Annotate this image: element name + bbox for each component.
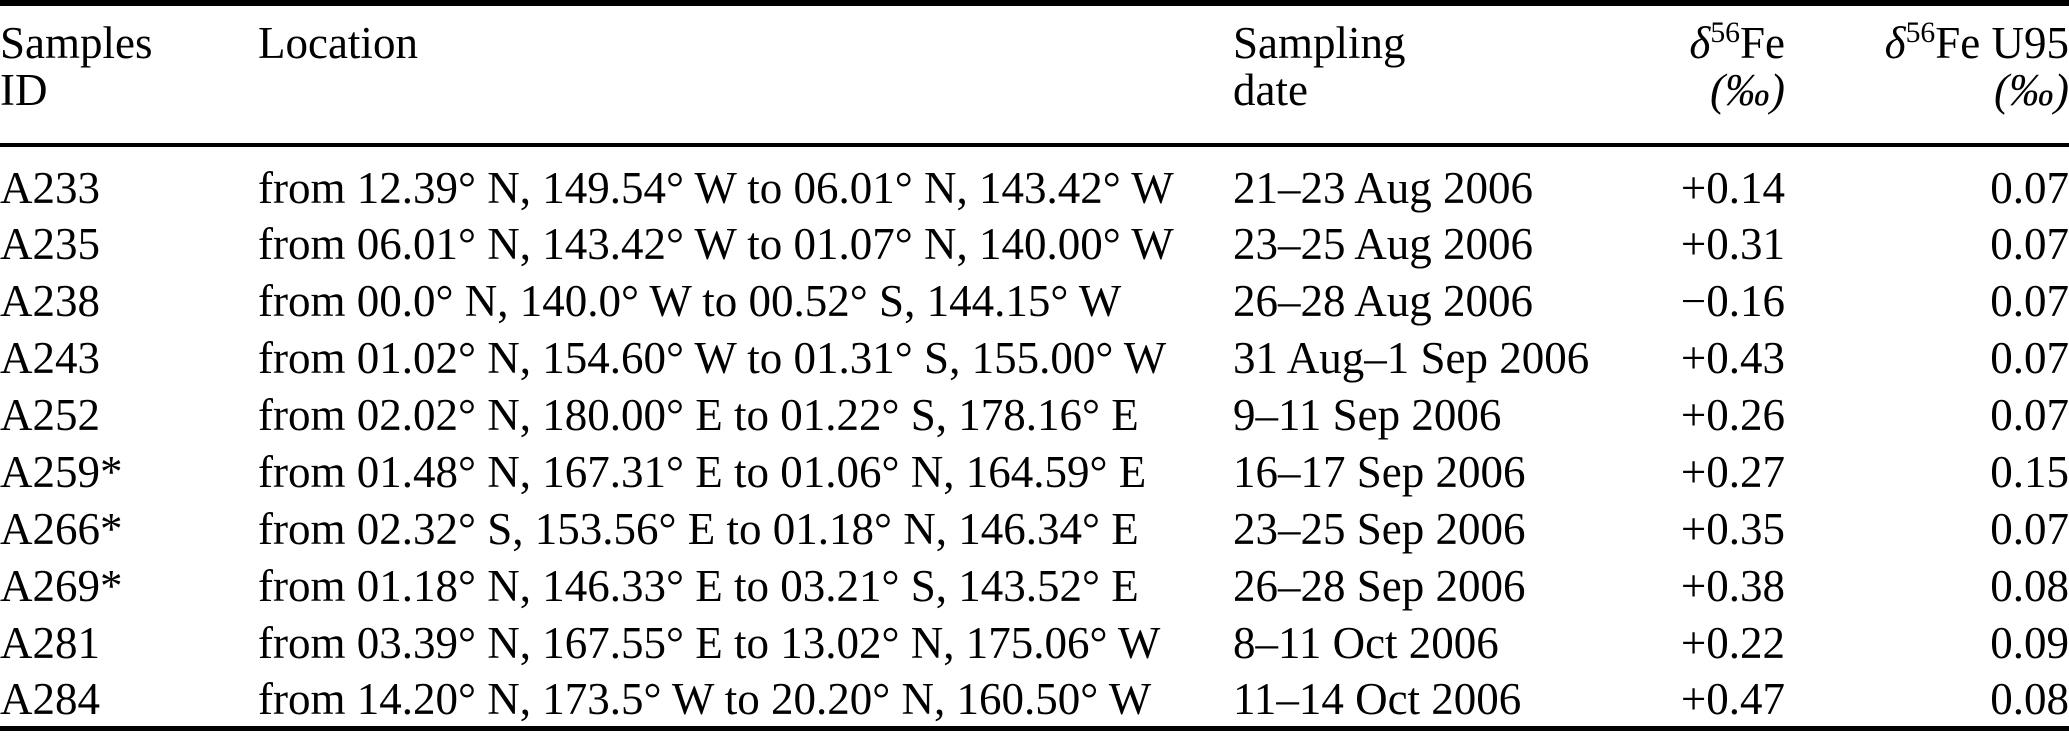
cell-location: from 00.0° N, 140.0° W to 00.52° S, 144.…: [258, 276, 1122, 326]
table-row: A238 from 00.0° N, 140.0° W to 00.52° S,…: [0, 273, 2069, 330]
cell-d56fe: +0.22: [1680, 618, 1785, 668]
table-header: Samples Location Sampling δ56Fe δ56Fe U9…: [0, 3, 2069, 145]
cell-u95: 0.07: [1990, 219, 2069, 269]
header-id: ID: [0, 65, 48, 116]
element-u95-label: Fe U95: [1935, 18, 2069, 68]
cell-location: from 01.48° N, 167.31° E to 01.06° N, 16…: [258, 447, 1147, 497]
cell-u95: 0.08: [1990, 673, 2069, 724]
cell-d56fe: +0.27: [1680, 447, 1785, 497]
header-location: Location: [258, 18, 418, 68]
cell-u95: 0.15: [1990, 447, 2069, 497]
header-row-1: Samples Location Sampling δ56Fe δ56Fe U9…: [0, 3, 2069, 67]
cell-location: from 12.39° N, 149.54° W to 06.01° N, 14…: [258, 163, 1174, 213]
delta-symbol: δ: [1884, 18, 1906, 68]
header-location-blank: [258, 67, 1233, 144]
element-label: Fe: [1740, 18, 1785, 68]
cell-location: from 06.01° N, 143.42° W to 01.07° N, 14…: [258, 219, 1174, 269]
cell-location: from 02.02° N, 180.00° E to 01.22° S, 17…: [258, 390, 1139, 440]
cell-u95: 0.07: [1990, 163, 2069, 213]
cell-u95: 0.07: [1990, 276, 2069, 326]
cell-sample-id: A243: [0, 333, 100, 383]
cell-sampling-date: 23–25 Sep 2006: [1233, 504, 1526, 554]
cell-sampling-date: 26–28 Aug 2006: [1233, 276, 1534, 326]
cell-d56fe: +0.35: [1680, 504, 1785, 554]
cell-sampling-date: 8–11 Oct 2006: [1233, 618, 1499, 668]
header-u95-unit: (‰): [1785, 67, 2069, 144]
cell-sample-id: A235: [0, 219, 100, 269]
cell-u95: 0.08: [1990, 561, 2069, 611]
cell-sampling-date: 23–25 Aug 2006: [1233, 219, 1534, 269]
cell-u95: 0.07: [1990, 504, 2069, 554]
cell-location: from 14.20° N, 173.5° W to 20.20° N, 160…: [258, 673, 1152, 724]
table-row: A284 from 14.20° N, 173.5° W to 20.20° N…: [0, 672, 2069, 729]
header-date: date: [1233, 65, 1308, 116]
table-row: A252 from 02.02° N, 180.00° E to 01.22° …: [0, 387, 2069, 444]
table-row: A235 from 06.01° N, 143.42° W to 01.07° …: [0, 216, 2069, 273]
cell-d56fe: +0.14: [1680, 163, 1785, 213]
isotope-superscript: 56: [1905, 17, 1936, 49]
delta-symbol: δ: [1689, 18, 1711, 68]
table-row: A233 from 12.39° N, 149.54° W to 06.01° …: [0, 145, 2069, 216]
cell-sample-id: A238: [0, 276, 100, 326]
cell-location: from 02.32° S, 153.56° E to 01.18° N, 14…: [258, 504, 1139, 554]
header-row-2: ID date (‰) (‰): [0, 67, 2069, 144]
cell-sample-id: A233: [0, 163, 100, 213]
header-d56fe-u95: δ56Fe U95: [1785, 3, 2069, 67]
cell-sample-id: A284: [0, 673, 100, 724]
table-body: A233 from 12.39° N, 149.54° W to 06.01° …: [0, 145, 2069, 729]
cell-d56fe: +0.47: [1680, 673, 1785, 724]
permil-unit: (‰): [1710, 65, 1785, 116]
cell-sampling-date: 26–28 Sep 2006: [1233, 561, 1526, 611]
permil-unit: (‰): [1994, 65, 2069, 116]
cell-d56fe: +0.26: [1680, 390, 1785, 440]
header-samples: Samples: [0, 18, 153, 68]
table-row: A266* from 02.32° S, 153.56° E to 01.18°…: [0, 501, 2069, 558]
cell-sample-id: A252: [0, 390, 100, 440]
table-row: A269* from 01.18° N, 146.33° E to 03.21°…: [0, 558, 2069, 615]
cell-sampling-date: 11–14 Oct 2006: [1233, 673, 1522, 724]
cell-u95: 0.09: [1990, 618, 2069, 668]
cell-sampling-date: 31 Aug–1 Sep 2006: [1233, 333, 1590, 383]
cell-d56fe: +0.43: [1680, 333, 1785, 383]
cell-location: from 03.39° N, 167.55° E to 13.02° N, 17…: [258, 618, 1161, 668]
header-d56fe: δ56Fe: [1678, 3, 1785, 67]
cell-sampling-date: 16–17 Sep 2006: [1233, 447, 1526, 497]
table-row: A281 from 03.39° N, 167.55° E to 13.02° …: [0, 615, 2069, 672]
header-sampling: Sampling: [1233, 18, 1406, 68]
table-row: A259* from 01.48° N, 167.31° E to 01.06°…: [0, 444, 2069, 501]
isotope-superscript: 56: [1710, 17, 1740, 49]
cell-u95: 0.07: [1990, 390, 2069, 440]
cell-d56fe: +0.38: [1680, 561, 1785, 611]
header-d56fe-unit: (‰): [1678, 67, 1785, 144]
cell-d56fe: +0.31: [1680, 219, 1785, 269]
cell-sample-id: A259*: [0, 447, 123, 497]
cell-location: from 01.18° N, 146.33° E to 03.21° S, 14…: [258, 561, 1139, 611]
cell-sampling-date: 9–11 Sep 2006: [1233, 390, 1502, 440]
table-row: A243 from 01.02° N, 154.60° W to 01.31° …: [0, 330, 2069, 387]
cell-d56fe: −0.16: [1680, 276, 1785, 326]
cell-sample-id: A266*: [0, 504, 123, 554]
cell-location: from 01.02° N, 154.60° W to 01.31° S, 15…: [258, 333, 1167, 383]
cell-sample-id: A281: [0, 618, 100, 668]
cell-sampling-date: 21–23 Aug 2006: [1233, 163, 1534, 213]
cell-sample-id: A269*: [0, 561, 123, 611]
cell-u95: 0.07: [1990, 333, 2069, 383]
